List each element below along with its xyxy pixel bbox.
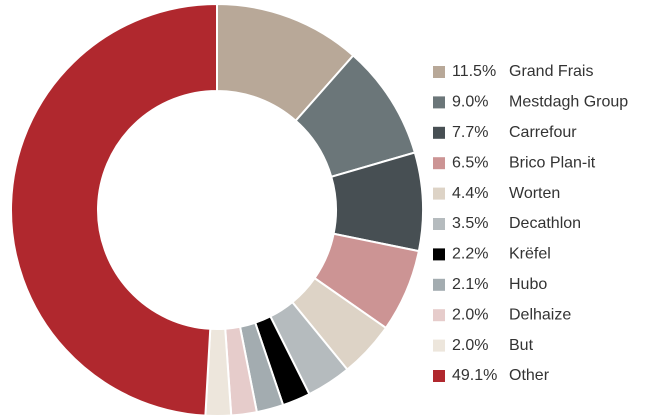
legend-swatch	[433, 339, 445, 352]
legend-label: But	[509, 337, 534, 354]
legend-value: 2.2%	[452, 246, 488, 263]
legend-swatch	[433, 157, 445, 170]
legend-value: 49.1%	[452, 367, 497, 384]
legend-label: Worten	[509, 185, 560, 202]
legend-value: 7.7%	[452, 124, 488, 141]
legend-label: Grand Frais	[509, 63, 593, 80]
legend-label: Carrefour	[509, 124, 577, 141]
legend-swatch	[433, 66, 445, 78]
legend-value: 3.5%	[452, 215, 488, 232]
legend-swatch	[433, 187, 445, 200]
legend-label: Krëfel	[509, 246, 551, 263]
legend-swatch	[433, 370, 445, 382]
legend-label: Decathlon	[509, 215, 581, 232]
legend-swatch	[433, 218, 445, 230]
legend-swatch	[433, 309, 445, 322]
legend-value: 2.1%	[452, 276, 488, 293]
legend-label: Mestdagh Group	[509, 94, 628, 111]
legend-value: 2.0%	[452, 306, 488, 323]
legend-label: Hubo	[509, 276, 547, 293]
legend-value: 9.0%	[452, 94, 488, 111]
legend-swatch	[433, 96, 445, 109]
legend-label: Brico Plan-it	[509, 154, 596, 171]
donut-segment	[10, 2, 218, 417]
legend-swatch	[433, 248, 445, 261]
legend-value: 11.5%	[452, 63, 496, 80]
legend-swatch	[433, 278, 445, 291]
legend-value: 2.0%	[452, 337, 488, 354]
legend-value: 6.5%	[452, 154, 488, 171]
legend-label: Delhaize	[509, 306, 571, 323]
legend-swatch	[433, 126, 445, 139]
legend-value: 4.4%	[452, 185, 488, 202]
legend-label: Other	[509, 367, 550, 384]
